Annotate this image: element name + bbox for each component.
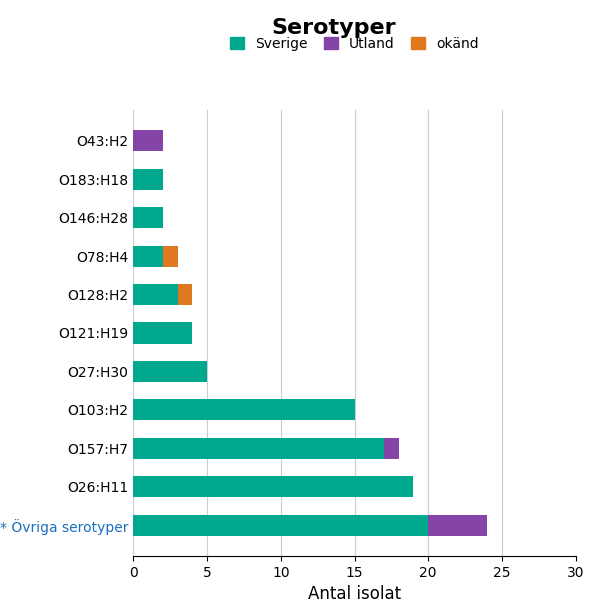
Bar <box>133 361 207 382</box>
Bar <box>133 246 163 266</box>
Legend: Sverige, Utland, okänd: Sverige, Utland, okänd <box>230 37 479 51</box>
Bar <box>133 476 413 497</box>
Bar <box>428 514 487 536</box>
Bar <box>133 169 163 190</box>
Bar <box>133 437 384 459</box>
Bar <box>133 130 163 152</box>
Bar <box>178 284 192 305</box>
Bar <box>133 514 428 536</box>
Bar <box>133 323 192 343</box>
Bar <box>133 207 163 229</box>
Bar <box>384 437 399 459</box>
Bar <box>133 284 178 305</box>
Bar <box>133 400 355 420</box>
X-axis label: Antal isolat: Antal isolat <box>308 585 401 603</box>
Text: Serotyper: Serotyper <box>271 18 396 38</box>
Bar <box>163 246 178 266</box>
